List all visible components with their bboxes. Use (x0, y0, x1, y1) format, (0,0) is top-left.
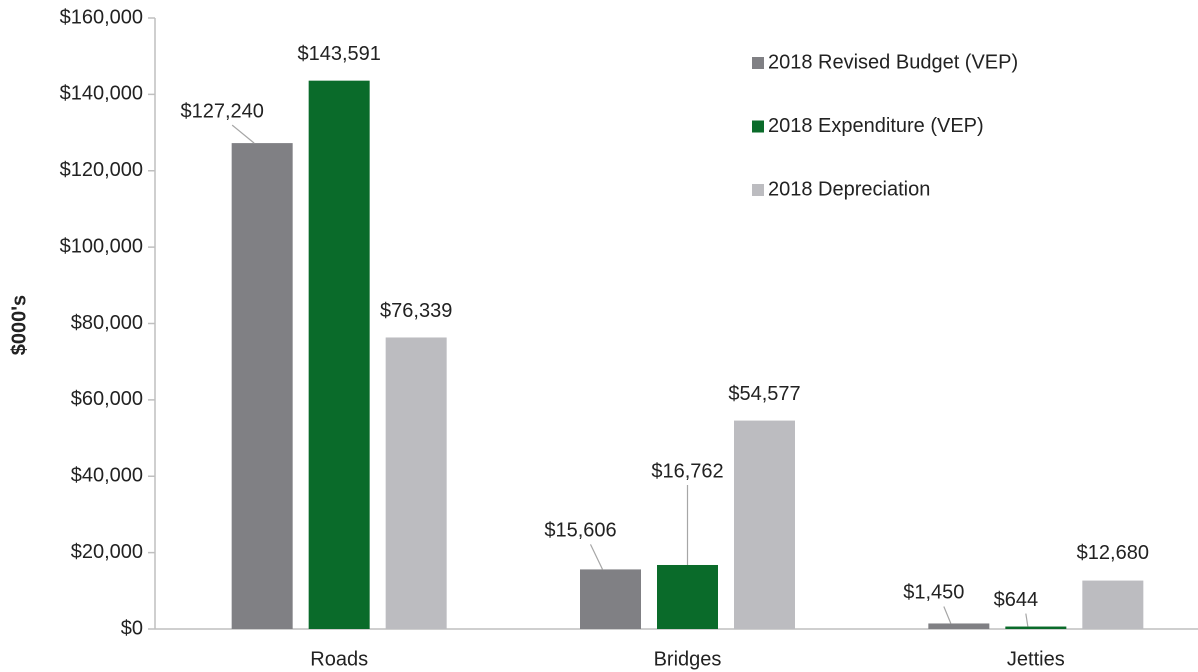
legend-label: 2018 Revised Budget (VEP) (768, 51, 1018, 73)
y-tick-label: $60,000 (71, 388, 143, 410)
bar (231, 143, 293, 630)
legend-swatch (752, 184, 764, 196)
y-axis-label: $000's (8, 295, 30, 355)
data-label: $127,240 (180, 100, 263, 122)
legend-label: 2018 Expenditure (VEP) (768, 115, 984, 137)
data-label: $143,591 (297, 43, 380, 65)
leader-line (231, 124, 255, 144)
data-label: $16,762 (651, 460, 723, 482)
leader-line (589, 544, 604, 570)
data-label: $12,680 (1077, 542, 1149, 564)
x-tick-label: Roads (310, 648, 368, 670)
y-tick-label: $120,000 (60, 159, 143, 181)
data-label: $644 (994, 589, 1039, 611)
y-tick-label: $80,000 (71, 312, 143, 334)
data-label: $1,450 (903, 582, 964, 604)
legend-swatch (752, 57, 764, 69)
y-tick-label: $100,000 (60, 235, 143, 257)
data-label: $15,606 (544, 520, 616, 542)
bar (1082, 580, 1144, 629)
x-tick-label: Bridges (654, 648, 722, 670)
legend-label: 2018 Depreciation (768, 178, 930, 200)
legend-swatch (752, 120, 764, 133)
data-label: $54,577 (728, 383, 800, 405)
y-tick-label: $160,000 (60, 6, 143, 28)
bar (1005, 626, 1067, 629)
y-tick-label: $140,000 (60, 83, 143, 105)
y-tick-label: $40,000 (71, 465, 143, 487)
leader-line (943, 606, 952, 624)
y-tick-label: $0 (121, 617, 143, 639)
bar (308, 80, 370, 629)
y-tick-label: $20,000 (71, 541, 143, 563)
bar (734, 420, 795, 629)
leader-line (1025, 613, 1029, 627)
bar (385, 337, 447, 629)
bar (580, 569, 641, 629)
bar (657, 564, 718, 629)
data-label: $76,339 (380, 300, 452, 322)
x-tick-label: Jetties (1007, 648, 1065, 670)
bar (928, 623, 990, 629)
